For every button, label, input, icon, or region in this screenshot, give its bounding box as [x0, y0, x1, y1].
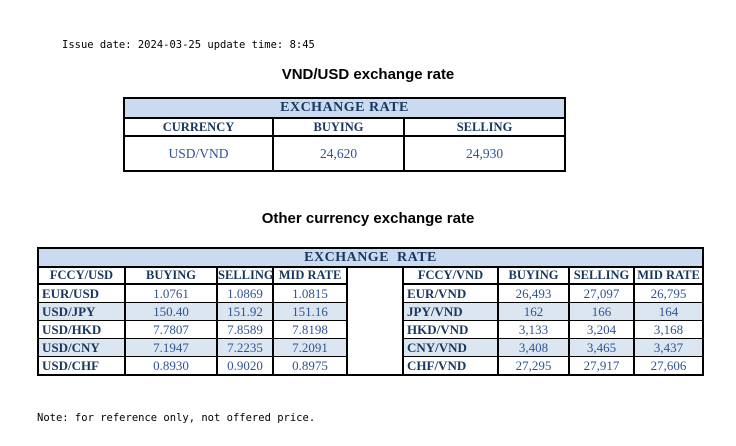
selling-rate-cell: 151.92 — [216, 302, 274, 321]
selling-rate-cell: 27,097 — [568, 283, 635, 303]
currency-pair-cell: USD/JPY — [37, 302, 126, 321]
selling-rate-cell: 166 — [568, 302, 635, 321]
table-row: USD/CHF 0.8930 0.9020 0.8975 CHF/VND 27,… — [37, 356, 705, 376]
buying-rate-cell: 150.40 — [124, 302, 218, 321]
mid-rate-cell: 151.16 — [272, 302, 348, 321]
buying-rate-cell: 7.1947 — [124, 338, 218, 357]
currency-pair-cell: JPY/VND — [402, 302, 499, 321]
table-row: USD/JPY 150.40 151.92 151.16 JPY/VND 162… — [37, 302, 705, 321]
buying-rate-cell: 24,620 — [272, 135, 405, 172]
table-row: EUR/USD 1.0761 1.0869 1.0815 EUR/VND 26,… — [37, 283, 705, 303]
mid-rate-cell: 27,606 — [632, 356, 705, 376]
header-fccy-usd: FCCY/USD — [37, 266, 126, 285]
buying-rate-cell: 162 — [497, 302, 570, 321]
selling-rate-cell: 3,204 — [568, 320, 635, 339]
buying-rate-cell: 7.7807 — [124, 320, 218, 339]
mid-rate-cell: 7.8198 — [272, 320, 348, 339]
header-buying-right: BUYING — [497, 266, 570, 285]
issue-date-line: Issue date: 2024-03-25 update time: 8:45 — [62, 39, 315, 51]
selling-rate-cell: 7.2235 — [216, 338, 274, 357]
buying-rate-cell: 3,133 — [497, 320, 570, 339]
table-banner-row: EXCHANGE RATE — [122, 97, 567, 119]
selling-rate-cell: 0.9020 — [216, 356, 274, 376]
footer-note: Note: for reference only, not offered pr… — [37, 412, 316, 424]
currency-pair-cell: HKD/VND — [402, 320, 499, 339]
other-table-title: Other currency exchange rate — [261, 210, 475, 227]
selling-rate-cell: 24,930 — [402, 135, 567, 172]
buying-rate-cell: 1.0761 — [124, 283, 218, 303]
mid-rate-cell: 164 — [632, 302, 705, 321]
table-row: USD/CNY 7.1947 7.2235 7.2091 CNY/VND 3,4… — [37, 338, 705, 357]
usd-vnd-rate-table: EXCHANGE RATE CURRENCY BUYING SELLING US… — [122, 97, 567, 172]
other-currency-rate-table: EXCHANGE RATE FCCY/USD BUYING SELLING MI… — [36, 247, 705, 376]
table-banner: EXCHANGE RATE — [122, 97, 567, 119]
table-row: USD/HKD 7.7807 7.8589 7.8198 HKD/VND 3,1… — [37, 320, 705, 339]
currency-pair-cell: CNY/VND — [402, 338, 499, 357]
currency-pair-cell: USD/CNY — [37, 338, 126, 357]
buying-rate-cell: 3,408 — [497, 338, 570, 357]
header-midrate-right: MID RATE — [632, 266, 705, 285]
header-midrate-left: MID RATE — [272, 266, 348, 285]
usd-table-title: VND/USD exchange rate — [281, 66, 455, 83]
header-selling: SELLING — [402, 117, 567, 137]
currency-pair-cell: EUR/USD — [37, 283, 126, 303]
buying-rate-cell: 27,295 — [497, 356, 570, 376]
header-buying: BUYING — [272, 117, 405, 137]
table-banner-row: EXCHANGE RATE — [36, 247, 705, 268]
buying-rate-cell: 0.8930 — [124, 356, 218, 376]
currency-pair-cell: USD/CHF — [37, 356, 126, 376]
table-header-row: CURRENCY BUYING SELLING — [123, 117, 567, 137]
header-buying-left: BUYING — [124, 266, 218, 285]
mid-rate-cell: 3,437 — [632, 338, 705, 357]
mid-rate-cell: 3,168 — [632, 320, 705, 339]
mid-rate-cell: 0.8975 — [272, 356, 348, 376]
mid-rate-cell: 7.2091 — [272, 338, 348, 357]
header-currency: CURRENCY — [123, 117, 274, 137]
selling-rate-cell: 3,465 — [568, 338, 635, 357]
currency-pair-cell: EUR/VND — [402, 283, 499, 303]
table-banner: EXCHANGE RATE — [36, 247, 705, 268]
header-selling-left: SELLING — [216, 266, 274, 285]
table-row: USD/VND 24,620 24,930 — [123, 135, 567, 172]
mid-rate-cell: 26,795 — [632, 283, 705, 303]
selling-rate-cell: 1.0869 — [216, 283, 274, 303]
header-selling-right: SELLING — [568, 266, 635, 285]
header-fccy-vnd: FCCY/VND — [402, 266, 499, 285]
currency-pair-cell: USD/VND — [123, 135, 274, 172]
spacer-column — [346, 266, 404, 376]
selling-rate-cell: 7.8589 — [216, 320, 274, 339]
currency-pair-cell: CHF/VND — [402, 356, 499, 376]
buying-rate-cell: 26,493 — [497, 283, 570, 303]
currency-pair-cell: USD/HKD — [37, 320, 126, 339]
table-header-row: FCCY/USD BUYING SELLING MID RATE FCCY/VN… — [37, 266, 705, 376]
selling-rate-cell: 27,917 — [568, 356, 635, 376]
mid-rate-cell: 1.0815 — [272, 283, 348, 303]
